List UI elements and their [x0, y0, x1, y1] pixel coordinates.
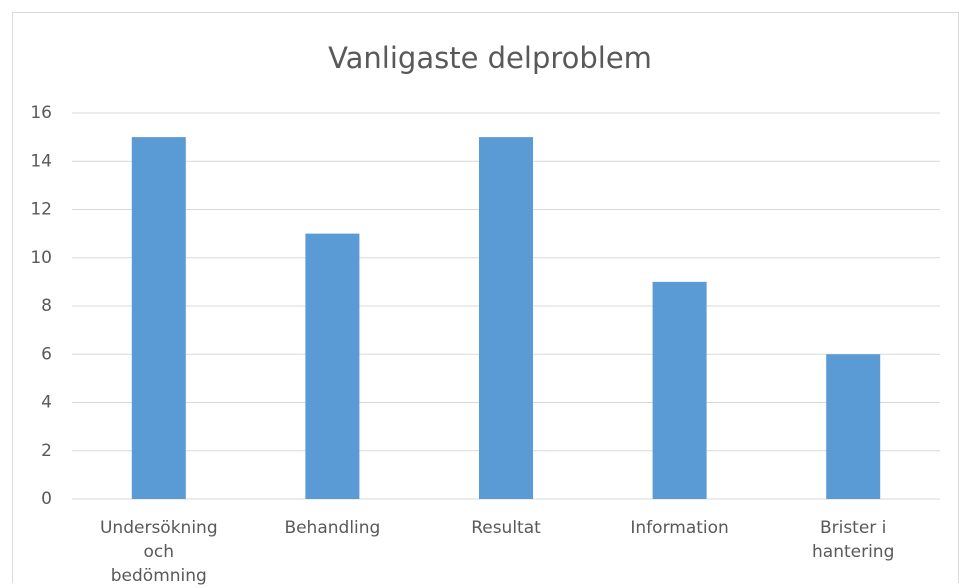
y-tick-label: 2 — [41, 441, 52, 461]
chart-title: Vanligaste delproblem — [328, 41, 652, 75]
x-tick-label: Brister i hantering — [812, 518, 895, 562]
y-tick-label: 6 — [41, 344, 52, 364]
y-tick-label: 14 — [30, 151, 52, 171]
y-tick-label: 0 — [41, 489, 52, 509]
bar — [652, 281, 707, 499]
x-tick-label: Resultat — [471, 518, 541, 538]
bar — [826, 354, 881, 499]
x-tick-label: Behandling — [284, 518, 381, 538]
bar — [479, 137, 533, 499]
x-tick-label: Information — [630, 518, 729, 538]
y-tick-label: 8 — [41, 296, 52, 316]
y-tick-label: 12 — [30, 200, 52, 220]
y-tick-label: 4 — [41, 393, 52, 413]
y-tick-label: 10 — [30, 248, 52, 268]
y-tick-label: 16 — [30, 103, 52, 123]
bar — [305, 233, 360, 499]
bar — [131, 137, 186, 499]
x-tick-label: Undersökning och bedömning — [99, 518, 218, 586]
